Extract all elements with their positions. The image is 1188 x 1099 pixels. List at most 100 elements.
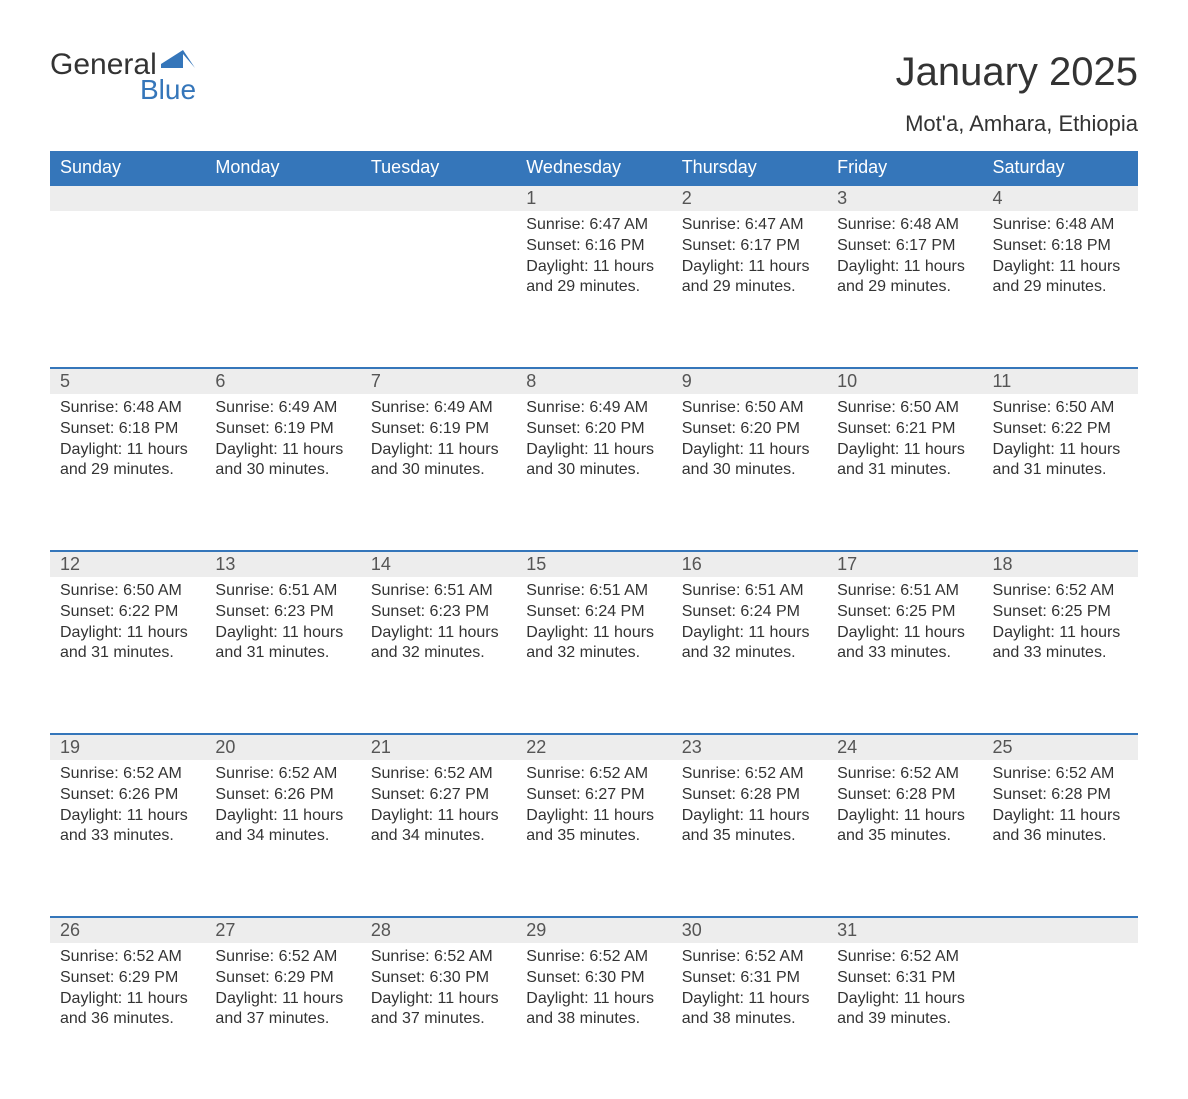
sunset-line: Sunset: 6:24 PM <box>682 602 817 623</box>
sunrise-line: Sunrise: 6:52 AM <box>371 947 506 968</box>
sunset-line: Sunset: 6:29 PM <box>60 968 195 989</box>
day-content-cell: Sunrise: 6:51 AMSunset: 6:24 PMDaylight:… <box>516 577 671 734</box>
sunrise-line: Sunrise: 6:48 AM <box>837 215 972 236</box>
day-number-row: 1234 <box>50 185 1138 211</box>
empty-cell <box>50 211 205 368</box>
daylight-line: Daylight: 11 hours and 35 minutes. <box>837 806 972 848</box>
day-content-cell: Sunrise: 6:50 AMSunset: 6:22 PMDaylight:… <box>50 577 205 734</box>
sunrise-line: Sunrise: 6:52 AM <box>60 764 195 785</box>
daylight-line: Daylight: 11 hours and 32 minutes. <box>526 623 661 665</box>
day-number-cell: 24 <box>827 734 982 760</box>
day-number-cell: 16 <box>672 551 827 577</box>
daylight-line: Daylight: 11 hours and 29 minutes. <box>682 257 817 299</box>
sunrise-line: Sunrise: 6:52 AM <box>993 764 1128 785</box>
calendar-page: General Blue January 2025 Mot'a, Amhara,… <box>0 0 1188 918</box>
day-content-cell: Sunrise: 6:52 AMSunset: 6:28 PMDaylight:… <box>827 760 982 917</box>
sunrise-line: Sunrise: 6:49 AM <box>215 398 350 419</box>
day-number-cell: 17 <box>827 551 982 577</box>
sunset-line: Sunset: 6:31 PM <box>837 968 972 989</box>
sunrise-line: Sunrise: 6:49 AM <box>526 398 661 419</box>
day-number-cell: 21 <box>361 734 516 760</box>
day-number-cell: 20 <box>205 734 360 760</box>
day-content-cell: Sunrise: 6:47 AMSunset: 6:17 PMDaylight:… <box>672 211 827 368</box>
sunset-line: Sunset: 6:27 PM <box>526 785 661 806</box>
daylight-line: Daylight: 11 hours and 39 minutes. <box>837 989 972 1031</box>
sunrise-line: Sunrise: 6:51 AM <box>682 581 817 602</box>
day-content-cell: Sunrise: 6:49 AMSunset: 6:20 PMDaylight:… <box>516 394 671 551</box>
daylight-line: Daylight: 11 hours and 31 minutes. <box>60 623 195 665</box>
day-content-cell: Sunrise: 6:52 AMSunset: 6:27 PMDaylight:… <box>361 760 516 917</box>
day-number-cell: 2 <box>672 185 827 211</box>
daylight-line: Daylight: 11 hours and 38 minutes. <box>526 989 661 1031</box>
sunset-line: Sunset: 6:25 PM <box>993 602 1128 623</box>
sunset-line: Sunset: 6:30 PM <box>371 968 506 989</box>
sunrise-line: Sunrise: 6:52 AM <box>526 764 661 785</box>
sunset-line: Sunset: 6:23 PM <box>371 602 506 623</box>
day-content-cell: Sunrise: 6:51 AMSunset: 6:24 PMDaylight:… <box>672 577 827 734</box>
day-content-cell: Sunrise: 6:52 AMSunset: 6:29 PMDaylight:… <box>205 943 360 1099</box>
sunrise-line: Sunrise: 6:51 AM <box>215 581 350 602</box>
daylight-line: Daylight: 11 hours and 33 minutes. <box>837 623 972 665</box>
weekday-header: Thursday <box>672 151 827 185</box>
daylight-line: Daylight: 11 hours and 30 minutes. <box>526 440 661 482</box>
day-content-cell: Sunrise: 6:48 AMSunset: 6:17 PMDaylight:… <box>827 211 982 368</box>
weekday-header-row: SundayMondayTuesdayWednesdayThursdayFrid… <box>50 151 1138 185</box>
sunrise-line: Sunrise: 6:52 AM <box>215 764 350 785</box>
daylight-line: Daylight: 11 hours and 34 minutes. <box>215 806 350 848</box>
daylight-line: Daylight: 11 hours and 35 minutes. <box>682 806 817 848</box>
day-number-cell: 15 <box>516 551 671 577</box>
logo-text-blue: Blue <box>140 76 196 104</box>
sunrise-line: Sunrise: 6:52 AM <box>215 947 350 968</box>
empty-cell <box>983 917 1138 943</box>
daylight-line: Daylight: 11 hours and 30 minutes. <box>371 440 506 482</box>
sunrise-line: Sunrise: 6:49 AM <box>371 398 506 419</box>
day-number-cell: 13 <box>205 551 360 577</box>
daylight-line: Daylight: 11 hours and 36 minutes. <box>993 806 1128 848</box>
location-text: Mot'a, Amhara, Ethiopia <box>896 111 1138 137</box>
day-content-cell: Sunrise: 6:52 AMSunset: 6:31 PMDaylight:… <box>672 943 827 1099</box>
day-content-cell: Sunrise: 6:52 AMSunset: 6:29 PMDaylight:… <box>50 943 205 1099</box>
day-content-cell: Sunrise: 6:50 AMSunset: 6:21 PMDaylight:… <box>827 394 982 551</box>
weekday-header: Friday <box>827 151 982 185</box>
sunset-line: Sunset: 6:18 PM <box>60 419 195 440</box>
day-number-cell: 27 <box>205 917 360 943</box>
sunset-line: Sunset: 6:21 PM <box>837 419 972 440</box>
daylight-line: Daylight: 11 hours and 38 minutes. <box>682 989 817 1031</box>
weekday-header: Tuesday <box>361 151 516 185</box>
sunrise-line: Sunrise: 6:52 AM <box>682 764 817 785</box>
day-number-cell: 31 <box>827 917 982 943</box>
empty-cell <box>983 943 1138 1099</box>
sunrise-line: Sunrise: 6:50 AM <box>993 398 1128 419</box>
day-number-cell: 19 <box>50 734 205 760</box>
empty-cell <box>50 185 205 211</box>
day-content-cell: Sunrise: 6:48 AMSunset: 6:18 PMDaylight:… <box>50 394 205 551</box>
sunrise-line: Sunrise: 6:50 AM <box>837 398 972 419</box>
empty-cell <box>361 211 516 368</box>
day-number-cell: 23 <box>672 734 827 760</box>
sunrise-line: Sunrise: 6:51 AM <box>371 581 506 602</box>
sunset-line: Sunset: 6:28 PM <box>682 785 817 806</box>
logo-arrow-icon <box>161 50 195 74</box>
day-content-cell: Sunrise: 6:52 AMSunset: 6:28 PMDaylight:… <box>672 760 827 917</box>
day-content-cell: Sunrise: 6:50 AMSunset: 6:22 PMDaylight:… <box>983 394 1138 551</box>
daylight-line: Daylight: 11 hours and 32 minutes. <box>371 623 506 665</box>
sunrise-line: Sunrise: 6:51 AM <box>526 581 661 602</box>
day-number-cell: 30 <box>672 917 827 943</box>
day-number-cell: 6 <box>205 368 360 394</box>
title-block: January 2025 Mot'a, Amhara, Ethiopia <box>896 50 1138 137</box>
daylight-line: Daylight: 11 hours and 37 minutes. <box>371 989 506 1031</box>
sunrise-line: Sunrise: 6:47 AM <box>526 215 661 236</box>
sunset-line: Sunset: 6:30 PM <box>526 968 661 989</box>
sunrise-line: Sunrise: 6:52 AM <box>837 947 972 968</box>
sunrise-line: Sunrise: 6:47 AM <box>682 215 817 236</box>
daylight-line: Daylight: 11 hours and 30 minutes. <box>682 440 817 482</box>
sunset-line: Sunset: 6:22 PM <box>60 602 195 623</box>
sunset-line: Sunset: 6:19 PM <box>371 419 506 440</box>
empty-cell <box>361 185 516 211</box>
calendar-table: SundayMondayTuesdayWednesdayThursdayFrid… <box>50 151 1138 1099</box>
daylight-line: Daylight: 11 hours and 29 minutes. <box>60 440 195 482</box>
day-content-cell: Sunrise: 6:52 AMSunset: 6:26 PMDaylight:… <box>50 760 205 917</box>
daylight-line: Daylight: 11 hours and 36 minutes. <box>60 989 195 1031</box>
sunset-line: Sunset: 6:27 PM <box>371 785 506 806</box>
day-number-cell: 28 <box>361 917 516 943</box>
